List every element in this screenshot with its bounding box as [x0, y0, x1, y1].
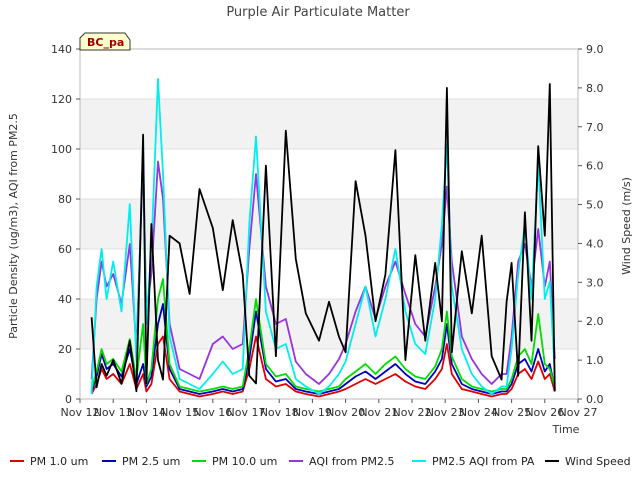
x-axis-label: Time [552, 423, 580, 436]
legend-label-pm2-5-aqi-from-pa: PM2.5 AQI from PA [432, 455, 535, 468]
y2-tick-label: 8.0 [586, 82, 604, 95]
chart-svg: Nov 12Nov 13Nov 14Nov 15Nov 16Nov 17Nov … [0, 0, 640, 480]
legend-label-pm-2-5-um: PM 2.5 um [122, 455, 180, 468]
y-axis-left: 0 20 40 60 80 100 120 140 [51, 43, 80, 406]
legend-label-pm-1-0-um: PM 1.0 um [30, 455, 88, 468]
y-tick-label: 0 [65, 393, 72, 406]
y2-axis-label: Wind Speed (m/s) [620, 177, 633, 275]
x-tick-label: Nov 27 [559, 406, 598, 419]
y2-tick-label: 9.0 [586, 43, 604, 56]
y2-tick-label: 1.0 [586, 354, 604, 367]
legend-label-aqi-from-pm2-5: AQI from PM2.5 [309, 455, 394, 468]
y2-tick-label: 5.0 [586, 199, 604, 212]
chart-title: Purple Air Particulate Matter [226, 5, 410, 20]
y2-tick-label: 3.0 [586, 276, 604, 289]
y2-tick-label: 2.0 [586, 315, 604, 328]
y2-tick-label: 0.0 [586, 393, 604, 406]
y-tick-label: 100 [51, 143, 72, 156]
y-tick-label: 60 [58, 243, 72, 256]
y-tick-label: 120 [51, 93, 72, 106]
y2-tick-label: 7.0 [586, 121, 604, 134]
y-tick-label: 140 [51, 43, 72, 56]
y-tick-label: 20 [58, 343, 72, 356]
site-label: BC_pa [87, 36, 124, 49]
y2-tick-label: 6.0 [586, 160, 604, 173]
y-tick-label: 40 [58, 293, 72, 306]
y-axis-label: Particle Density (ug/m3), AQI from PM2.5 [7, 113, 20, 339]
y-axis-right: 0.0 1.0 2.0 3.0 4.0 5.0 6.0 7.0 8.0 9.0 [578, 43, 604, 406]
y2-tick-label: 4.0 [586, 237, 604, 250]
y-tick-label: 80 [58, 193, 72, 206]
legend-label-wind-speed: Wind Speed [565, 455, 631, 468]
legend: PM 1.0 um PM 2.5 um PM 10.0 um AQI from PM2… [10, 455, 631, 468]
site-label-box: BC_pa [80, 33, 130, 50]
legend-label-pm-10-0-um: PM 10.0 um [212, 455, 277, 468]
